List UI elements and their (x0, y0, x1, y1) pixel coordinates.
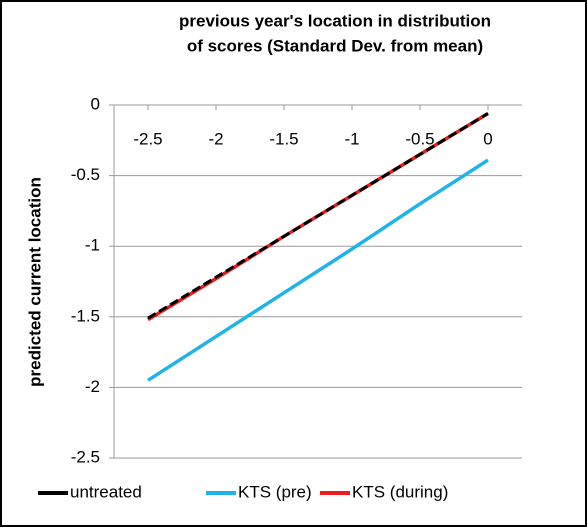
legend-label: KTS (during) (352, 482, 448, 501)
series-line (147, 112, 489, 320)
x-tick-label: -1 (344, 129, 359, 148)
y-tick-label: -1 (85, 236, 100, 255)
y-tick-label: -0.5 (71, 165, 100, 184)
y-tick-label: -2.5 (71, 447, 100, 466)
x-tick-label: -0.5 (405, 129, 434, 148)
y-axis-label: predicted current location (25, 177, 44, 387)
chart-title: previous year's location in distribution (179, 11, 491, 30)
y-tick-label: 0 (91, 94, 100, 113)
legend-label: untreated (70, 482, 142, 501)
x-tick-label: -2 (208, 129, 223, 148)
y-tick-label: -2 (85, 377, 100, 396)
x-tick-label: 0 (483, 129, 492, 148)
series-line (147, 158, 489, 382)
y-tick-label: -1.5 (71, 306, 100, 325)
x-tick-label: -1.5 (269, 129, 298, 148)
legend-label: KTS (pre) (238, 482, 312, 501)
x-tick-label: -2.5 (133, 129, 162, 148)
chart-title: of scores (Standard Dev. from mean) (187, 36, 483, 55)
